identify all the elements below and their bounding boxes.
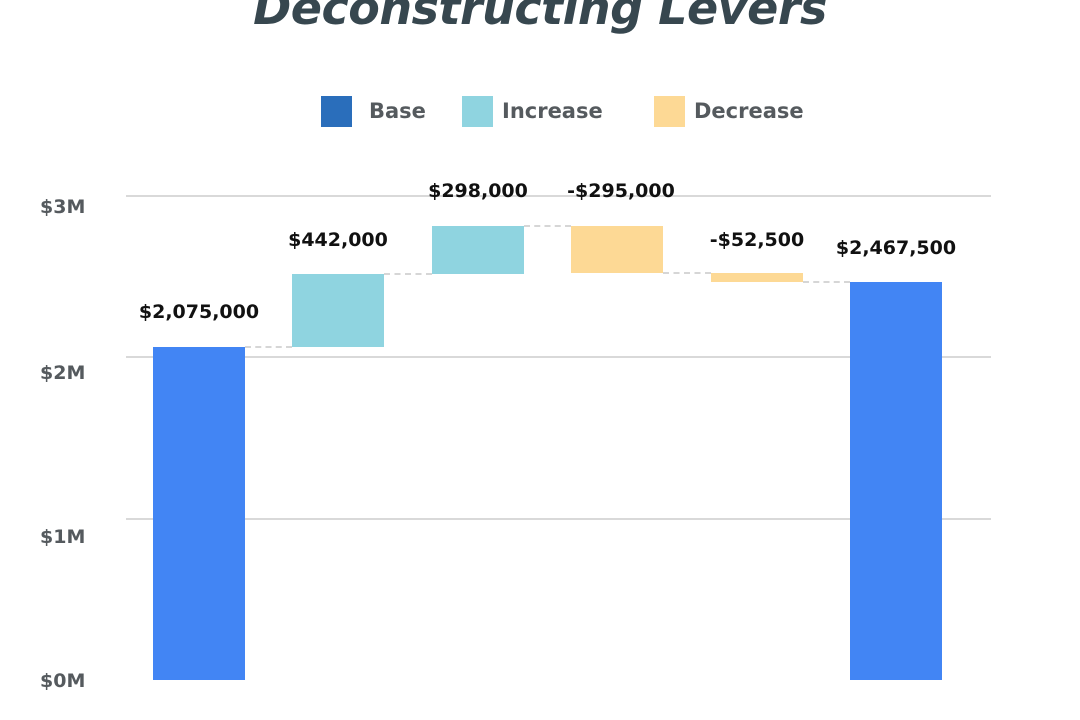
y-tick-1m: $1M	[40, 526, 86, 548]
value-label-increase-2: $298,000	[428, 180, 528, 202]
bar-end-base	[850, 282, 942, 680]
legend-label-base: Base	[369, 99, 426, 123]
y-tick-0m: $0M	[40, 670, 86, 692]
gridline-2m	[126, 356, 991, 358]
legend-label-increase: Increase	[502, 99, 603, 123]
connector-3	[524, 225, 571, 227]
legend-label-decrease: Decrease	[694, 99, 804, 123]
value-label-increase-1: $442,000	[288, 229, 388, 251]
legend-item-increase: Increase	[462, 95, 603, 127]
bar-increase-1	[292, 274, 384, 347]
legend-swatch-increase	[462, 95, 493, 127]
bar-start-base	[153, 347, 245, 680]
value-label-decrease-1: -$295,000	[567, 180, 675, 202]
bar-increase-2	[432, 226, 524, 274]
value-label-decrease-2: -$52,500	[709, 229, 805, 251]
legend-swatch-decrease	[654, 95, 685, 127]
value-label-start: $2,075,000	[138, 301, 260, 323]
legend-item-base: Base	[321, 95, 426, 127]
connector-1	[245, 346, 292, 348]
legend-swatch-base	[321, 95, 352, 127]
legend-item-decrease: Decrease	[654, 95, 804, 127]
chart-title: Deconstructing Levers	[253, 0, 827, 35]
connector-2	[384, 273, 432, 275]
y-tick-2m: $2M	[40, 362, 86, 384]
bar-decrease-1	[571, 226, 663, 273]
gridline-1m	[126, 518, 991, 520]
y-tick-3m: $3M	[40, 196, 86, 218]
connector-4	[663, 272, 711, 274]
connector-5	[803, 281, 850, 283]
gridline-3m	[126, 195, 991, 197]
legend: Base Increase Decrease	[0, 95, 1080, 127]
bar-decrease-2	[711, 273, 803, 282]
value-label-end: $2,467,500	[835, 237, 957, 259]
